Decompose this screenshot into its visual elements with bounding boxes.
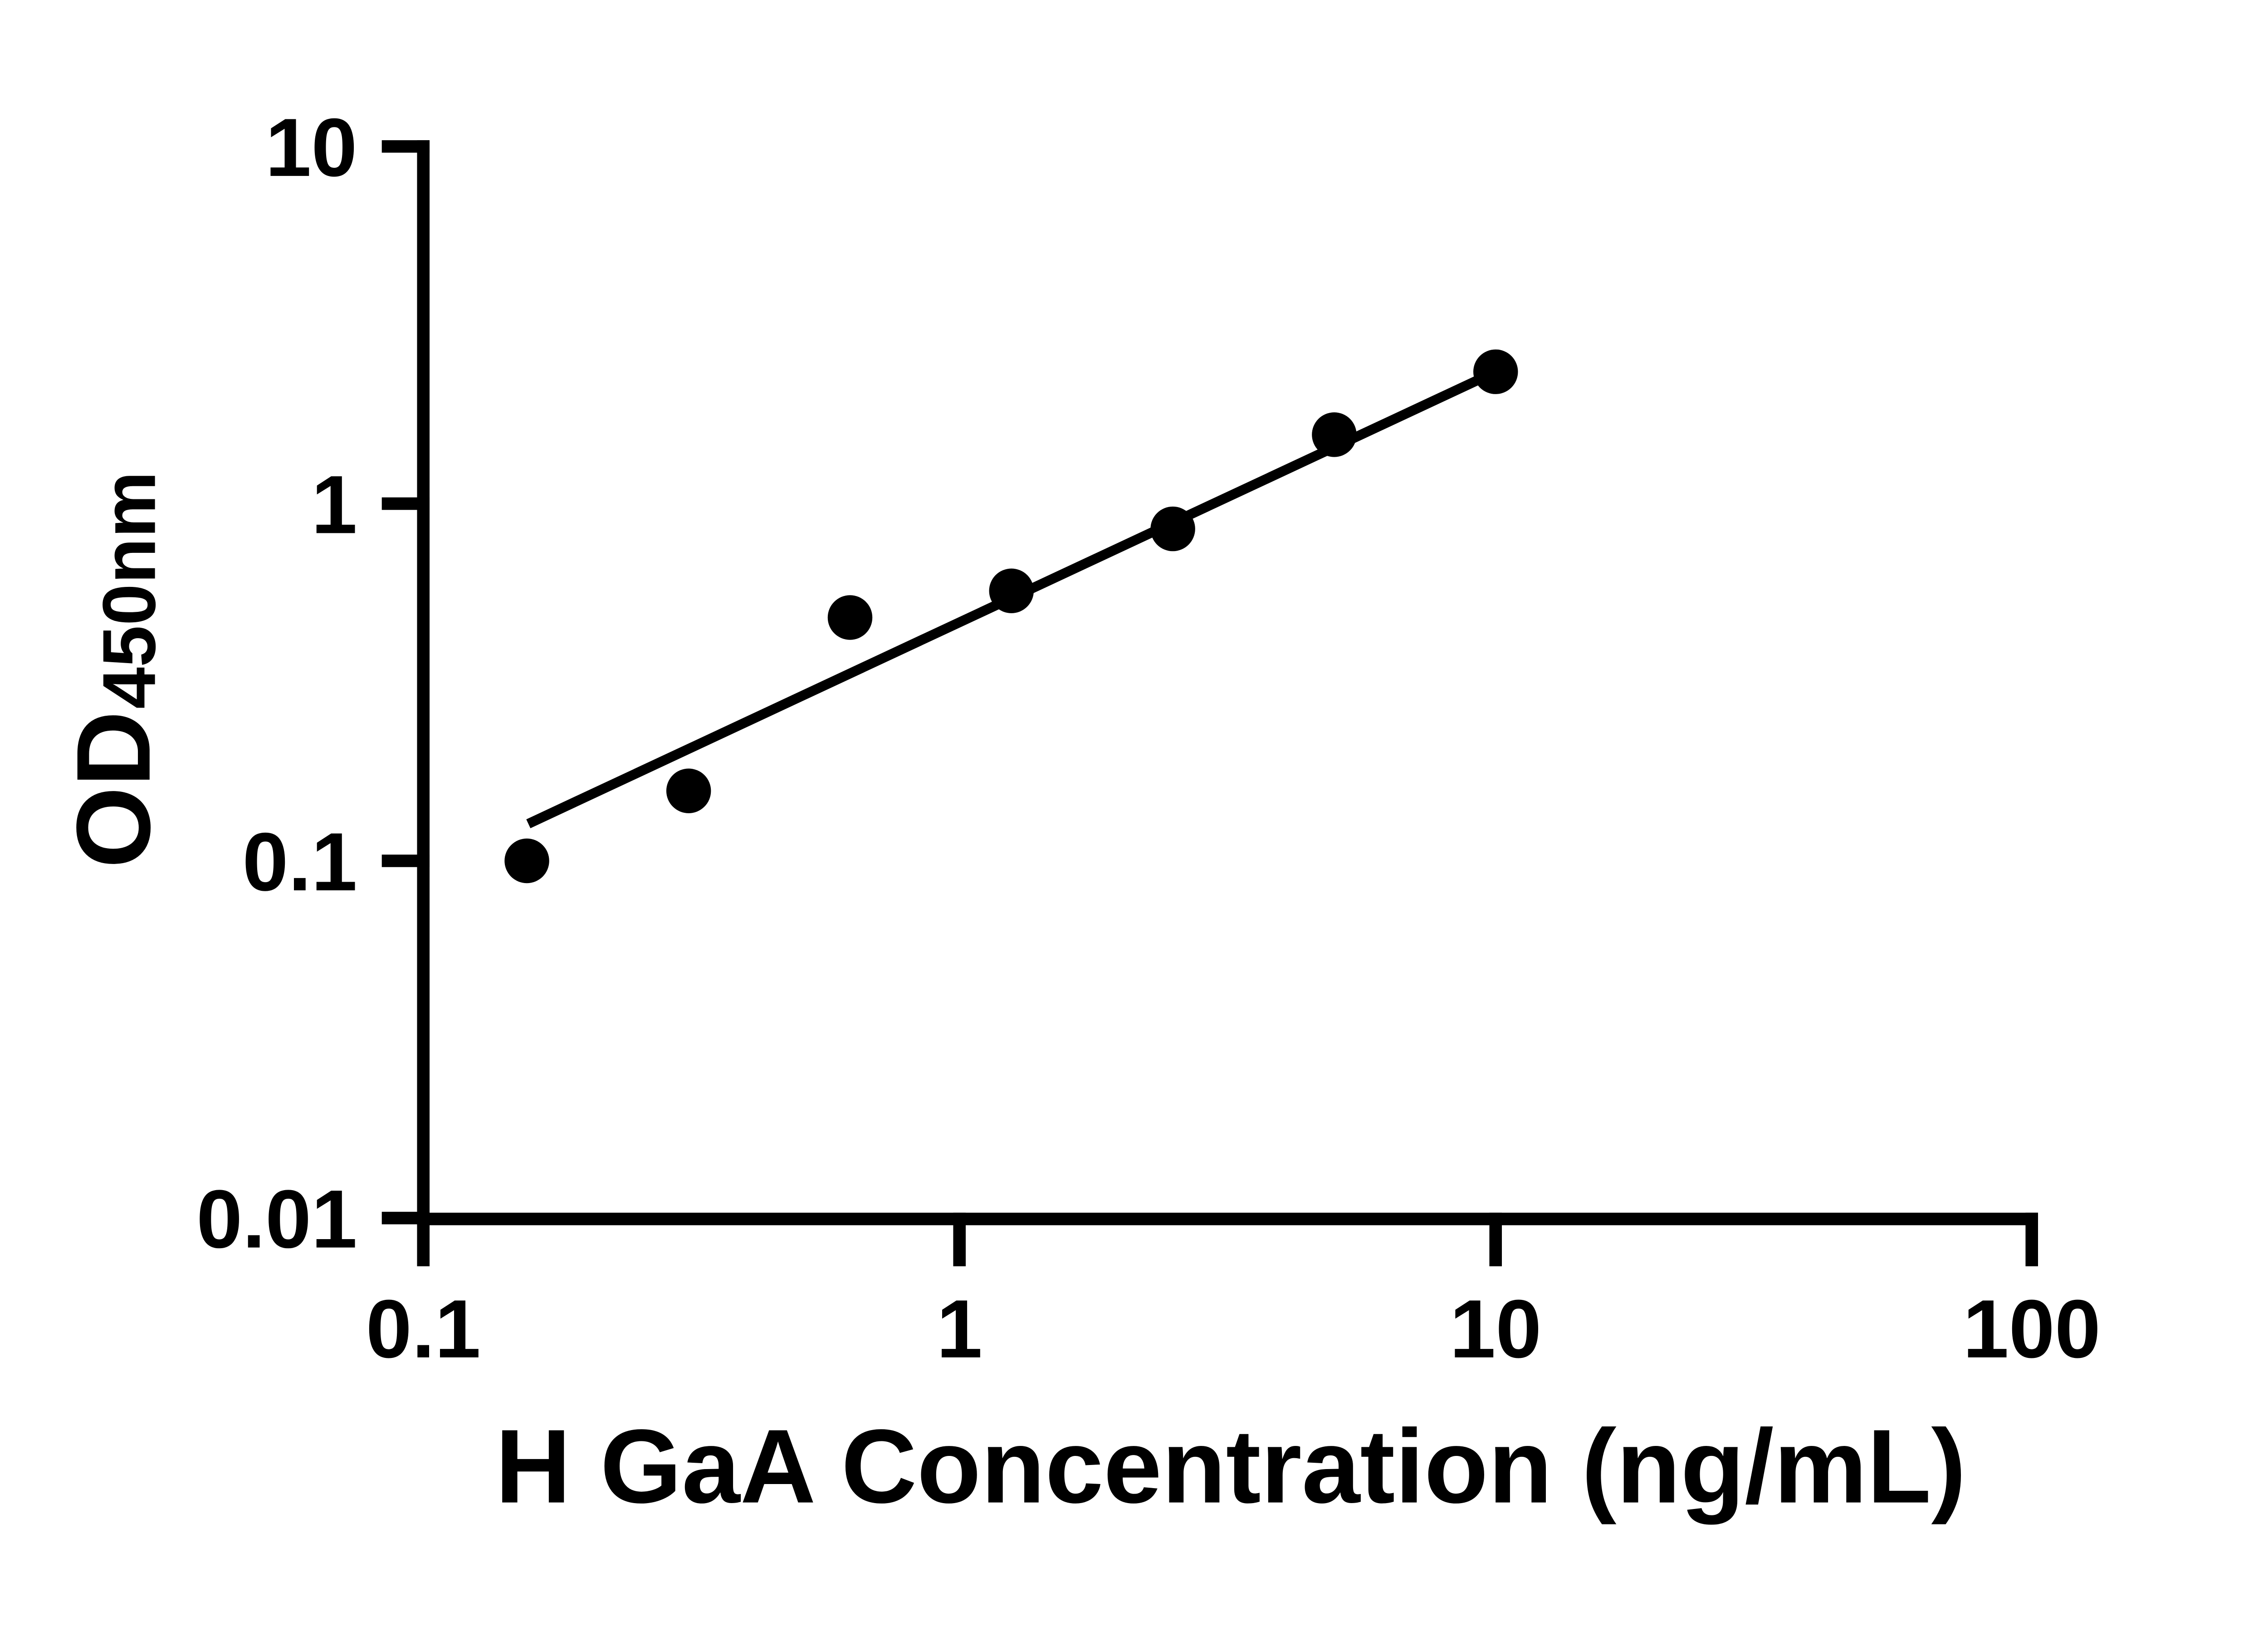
y-axis-tick-labels: 0.01 0.1 1 10	[196, 101, 357, 1265]
axes	[417, 140, 2038, 1226]
x-tick-label-10: 10	[1450, 1283, 1542, 1375]
x-axis-tick-labels: 0.1 1 10 100	[366, 1283, 2101, 1375]
data-point-2	[827, 595, 873, 640]
data-point-5	[1312, 412, 1357, 457]
y-axis-title-main: OD	[55, 711, 172, 868]
x-axis-ticks	[417, 1212, 2038, 1266]
y-axis-title-subscript: 450nm	[88, 471, 171, 709]
y-tick-label-0.1: 0.1	[242, 815, 357, 908]
plot-area	[504, 349, 1518, 884]
y-tick-label-0.01: 0.01	[196, 1173, 357, 1265]
data-point-0	[504, 838, 549, 884]
data-point-4	[1150, 506, 1195, 552]
data-point-6	[1473, 349, 1518, 394]
x-tick-label-100: 100	[1963, 1283, 2101, 1375]
y-axis-title: OD 450nm	[55, 471, 172, 868]
x-axis-title: H GaA Concentration (ng/mL)	[495, 1408, 1966, 1525]
data-point-1	[666, 768, 711, 813]
y-tick-label-10: 10	[265, 101, 357, 194]
data-points	[504, 349, 1518, 884]
data-point-3	[989, 568, 1034, 613]
x-tick-label-0.1: 0.1	[366, 1283, 481, 1375]
y-tick-label-1: 1	[311, 458, 357, 551]
x-tick-label-1: 1	[937, 1283, 982, 1375]
